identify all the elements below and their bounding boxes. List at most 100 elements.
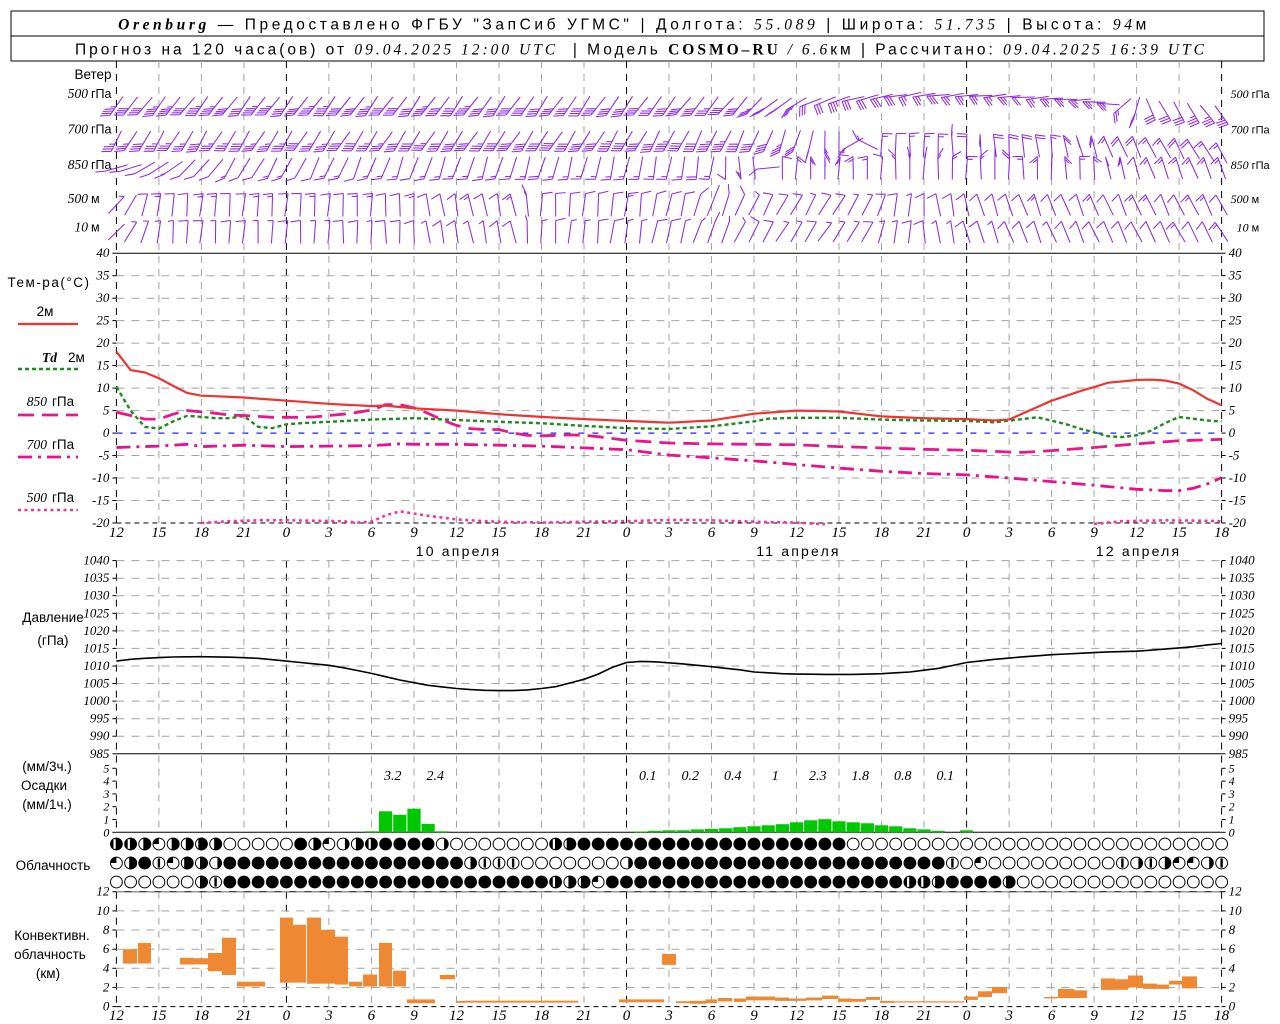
svg-text:500: 500 bbox=[1231, 87, 1249, 101]
svg-text:гПа: гПа bbox=[1252, 89, 1271, 101]
svg-text:-20: -20 bbox=[92, 515, 110, 530]
svg-text:гПа: гПа bbox=[52, 437, 75, 452]
svg-text:3: 3 bbox=[324, 525, 333, 541]
svg-text:3: 3 bbox=[102, 787, 109, 801]
svg-text:500: 500 bbox=[27, 490, 48, 505]
svg-text:3: 3 bbox=[1228, 787, 1235, 801]
svg-text:6: 6 bbox=[368, 1008, 376, 1024]
svg-text:1020: 1020 bbox=[83, 623, 110, 638]
svg-text:1005: 1005 bbox=[83, 676, 110, 691]
svg-text:9: 9 bbox=[410, 525, 418, 541]
svg-text:-5: -5 bbox=[99, 448, 110, 463]
svg-text:40: 40 bbox=[1229, 245, 1243, 260]
svg-text:2: 2 bbox=[1229, 800, 1235, 814]
svg-text:9: 9 bbox=[1090, 1008, 1098, 1024]
svg-text:15: 15 bbox=[1172, 1008, 1188, 1024]
svg-text:20: 20 bbox=[96, 335, 110, 350]
svg-text:21: 21 bbox=[577, 525, 592, 541]
svg-text:1035: 1035 bbox=[83, 570, 110, 585]
svg-text:2м: 2м bbox=[68, 350, 85, 365]
svg-text:15: 15 bbox=[1229, 358, 1243, 373]
svg-text:м: м bbox=[1252, 223, 1260, 235]
svg-text:0: 0 bbox=[1229, 425, 1236, 440]
svg-text:гПа: гПа bbox=[91, 123, 112, 137]
svg-text:3: 3 bbox=[1004, 1008, 1013, 1024]
svg-text:м: м bbox=[91, 221, 100, 235]
svg-text:гПа: гПа bbox=[91, 158, 112, 172]
svg-text:(км): (км) bbox=[36, 966, 60, 981]
svg-text:-15: -15 bbox=[1229, 493, 1247, 508]
svg-text:15: 15 bbox=[492, 525, 508, 541]
svg-text:0: 0 bbox=[103, 999, 110, 1014]
svg-text:Прогноз на 120 часа(ов) от 09.: Прогноз на 120 часа(ов) от 09.04.2025 12… bbox=[75, 42, 1207, 59]
svg-text:2: 2 bbox=[103, 800, 109, 814]
svg-text:500: 500 bbox=[68, 191, 89, 206]
svg-text:Осадки: Осадки bbox=[21, 778, 67, 793]
svg-text:Конвективн.: Конвективн. bbox=[14, 928, 90, 943]
svg-text:12: 12 bbox=[789, 525, 805, 541]
svg-text:2м: 2м bbox=[37, 304, 54, 319]
svg-text:12 апреля: 12 апреля bbox=[1096, 543, 1182, 559]
svg-text:12: 12 bbox=[1229, 884, 1243, 899]
svg-text:700: 700 bbox=[27, 437, 48, 452]
svg-text:6: 6 bbox=[368, 525, 376, 541]
svg-text:1: 1 bbox=[772, 769, 779, 784]
svg-text:12: 12 bbox=[109, 525, 125, 541]
svg-text:12: 12 bbox=[449, 525, 465, 541]
svg-text:Orenburg — Предоставлено ФГБУ: Orenburg — Предоставлено ФГБУ "ЗапСиб УГ… bbox=[118, 17, 1150, 34]
svg-text:1015: 1015 bbox=[83, 640, 110, 655]
svg-text:0: 0 bbox=[963, 1008, 971, 1024]
svg-text:25: 25 bbox=[96, 313, 110, 328]
svg-text:850: 850 bbox=[68, 157, 89, 172]
svg-text:1010: 1010 bbox=[83, 658, 110, 673]
svg-text:1020: 1020 bbox=[1229, 623, 1256, 638]
svg-text:35: 35 bbox=[95, 268, 110, 283]
svg-text:1035: 1035 bbox=[1229, 570, 1256, 585]
svg-text:0: 0 bbox=[1229, 999, 1236, 1014]
svg-text:Td: Td bbox=[42, 350, 57, 365]
svg-text:8: 8 bbox=[1229, 922, 1236, 937]
svg-text:0: 0 bbox=[623, 525, 631, 541]
svg-text:0: 0 bbox=[283, 525, 291, 541]
svg-text:-5: -5 bbox=[1229, 448, 1240, 463]
svg-text:6: 6 bbox=[103, 941, 110, 956]
svg-text:3: 3 bbox=[1004, 525, 1013, 541]
svg-text:990: 990 bbox=[90, 728, 110, 743]
svg-text:-20: -20 bbox=[1229, 515, 1247, 530]
svg-text:15: 15 bbox=[492, 1008, 508, 1024]
svg-text:гПа: гПа bbox=[52, 490, 75, 505]
svg-text:1000: 1000 bbox=[1229, 693, 1256, 708]
svg-text:12: 12 bbox=[1129, 525, 1145, 541]
svg-text:гПа: гПа bbox=[1252, 125, 1271, 137]
svg-text:1015: 1015 bbox=[1229, 640, 1256, 655]
svg-text:5: 5 bbox=[1229, 761, 1235, 775]
svg-text:985: 985 bbox=[1229, 746, 1249, 761]
svg-text:18: 18 bbox=[874, 525, 890, 541]
svg-text:10: 10 bbox=[1237, 221, 1249, 235]
svg-text:15: 15 bbox=[151, 525, 167, 541]
svg-text:1005: 1005 bbox=[1229, 676, 1256, 691]
svg-text:Ветер: Ветер bbox=[74, 67, 111, 82]
svg-text:9: 9 bbox=[410, 1008, 418, 1024]
svg-text:1: 1 bbox=[1229, 813, 1235, 827]
svg-text:1: 1 bbox=[103, 813, 109, 827]
svg-text:3: 3 bbox=[664, 1008, 673, 1024]
svg-text:0: 0 bbox=[283, 1008, 291, 1024]
svg-text:0.2: 0.2 bbox=[682, 769, 700, 784]
svg-text:15: 15 bbox=[1172, 525, 1188, 541]
svg-text:0.4: 0.4 bbox=[724, 769, 742, 784]
svg-text:0: 0 bbox=[103, 425, 110, 440]
svg-text:гПа: гПа bbox=[52, 394, 75, 409]
svg-text:3: 3 bbox=[664, 525, 673, 541]
svg-text:850: 850 bbox=[27, 394, 48, 409]
svg-text:20: 20 bbox=[1229, 335, 1243, 350]
svg-text:18: 18 bbox=[1214, 525, 1230, 541]
svg-text:-10: -10 bbox=[92, 470, 110, 485]
svg-text:10: 10 bbox=[1229, 380, 1243, 395]
svg-text:9: 9 bbox=[750, 1008, 758, 1024]
svg-text:Давление: Давление bbox=[22, 610, 83, 625]
svg-text:1040: 1040 bbox=[83, 553, 110, 568]
svg-text:25: 25 bbox=[1229, 313, 1243, 328]
svg-text:12: 12 bbox=[449, 1008, 465, 1024]
svg-text:4: 4 bbox=[1229, 960, 1236, 975]
